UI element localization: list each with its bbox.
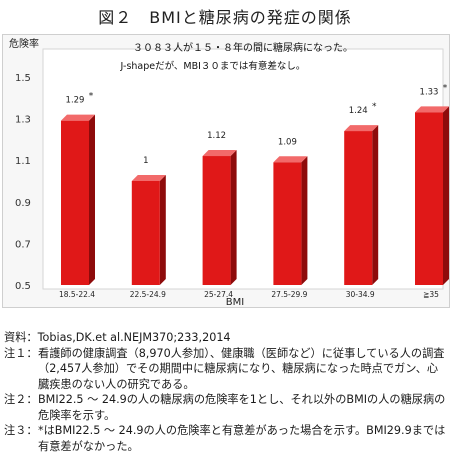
note-text: *はBMI22.5 ～ 24.9の人の危険率と有意差があった場合を示す。BMI2… — [38, 424, 446, 453]
bar-22.5-24.9: 1 — [131, 156, 166, 285]
bar-top — [344, 125, 379, 132]
y-tick-label: 1.1 — [15, 156, 31, 167]
bar-side — [89, 114, 95, 286]
source-text: Tobias,DK.et al.NEJM370;233,2014 — [37, 331, 231, 344]
bar-18.5-22.4: 1.29 * — [61, 92, 95, 286]
bar-value-label: 1.33 — [420, 87, 439, 97]
plot-area — [42, 48, 444, 290]
bars-group: 1.29 * 1 1.12 1.09 1.24 * 1.33 * — [61, 83, 449, 286]
note-1: 注１： 看護師の健康調査（8,970人参加）、健康職（医師など）に従事している人… — [4, 346, 448, 393]
bar-≧35: 1.33 * — [415, 83, 449, 285]
x-tick-label: 27.5-29.9 — [271, 290, 307, 299]
bar — [273, 162, 302, 285]
bar-30-34.9: 1.24 * — [344, 102, 379, 285]
x-tick-label: 22.5-24.9 — [130, 290, 166, 299]
bar-side — [301, 156, 308, 285]
significance-marker: * — [89, 92, 94, 102]
notes-section: 資料： Tobias,DK.et al.NEJM370;233,2014 注１：… — [4, 330, 448, 454]
note-label: 注１： — [4, 346, 38, 360]
x-tick-label: 25-27.4 — [204, 290, 233, 299]
x-axis: 18.5-22.4 22.5-24.9 25-27.4 27.5-29.9 30-34.… — [59, 290, 439, 299]
y-axis-label: 危険率 — [9, 37, 39, 50]
x-tick-label: 30-34.9 — [346, 290, 375, 299]
bar-value-label: 1 — [143, 156, 148, 166]
y-tick-label: 0.7 — [15, 239, 31, 250]
bar-side — [159, 175, 166, 285]
y-tick-label: 1.5 — [15, 73, 31, 84]
chart-title: ３０８３人が１５・８年の間に糖尿病になった。 — [133, 41, 353, 54]
x-tick-label: ≧35 — [423, 290, 439, 299]
bar-27.5-29.9: 1.09 — [273, 137, 308, 285]
bar — [415, 112, 443, 285]
bar-value-label: 1.29 — [66, 96, 85, 106]
bar-top — [61, 114, 95, 121]
x-axis-label: BMI — [226, 297, 244, 307]
x-tick-label: 18.5-22.4 — [59, 290, 95, 299]
bar-value-label: 1.12 — [207, 131, 226, 141]
significance-marker: * — [443, 83, 448, 93]
bar — [344, 131, 373, 285]
bar-top — [273, 156, 308, 163]
figure-title: 図２ BMIと糖尿病の発症の関係 — [98, 8, 352, 27]
bar — [131, 181, 160, 285]
note-text: BMI22.5 ～ 24.9の人の糖尿病の危険率を1とし、それ以外のBMIの人の… — [38, 393, 446, 422]
note-text: 看護師の健康調査（8,970人参加）、健康職（医師など）に従事している人の調査（… — [38, 346, 445, 391]
y-axis: 1.5 1.3 1.1 0.9 0.7 0.5 — [15, 73, 31, 292]
bar-side — [372, 125, 379, 285]
note-label: 注３： — [4, 424, 38, 437]
y-tick-label: 0.5 — [15, 281, 31, 292]
source-label: 資料： — [4, 331, 38, 344]
chart-subtitle: J-shapeだが、MBI３０までは有意差なし。 — [120, 60, 306, 72]
bar-top — [202, 150, 237, 157]
note-3: 注３： *はBMI22.5 ～ 24.9の人の危険率と有意差があった場合を示す。… — [4, 423, 448, 454]
bar — [61, 120, 89, 286]
bar-side — [230, 150, 237, 285]
y-tick-label: 0.9 — [15, 198, 31, 209]
bar-top — [415, 106, 449, 113]
y-tick-label: 1.3 — [15, 115, 31, 126]
note-2: 注２： BMI22.5 ～ 24.9の人の糖尿病の危険率を1とし、それ以外のBM… — [4, 392, 448, 423]
bar-top — [131, 175, 166, 181]
bar-value-label: 1.24 — [349, 106, 368, 116]
bar — [202, 156, 231, 285]
bar-25-27.4: 1.12 — [202, 131, 237, 285]
bar-side — [443, 106, 449, 285]
source-line: 資料： Tobias,DK.et al.NEJM370;233,2014 — [4, 330, 448, 346]
significance-marker: * — [372, 102, 377, 112]
chart-frame: 危険率 ３０８３人が１５・８年の間に糖尿病になった。 J-shapeだが、MBI… — [2, 34, 450, 308]
note-label: 注２： — [4, 393, 38, 406]
bar-value-label: 1.09 — [278, 137, 297, 147]
bar-chart: 危険率 ３０８３人が１５・８年の間に糖尿病になった。 J-shapeだが、MBI… — [9, 37, 449, 307]
